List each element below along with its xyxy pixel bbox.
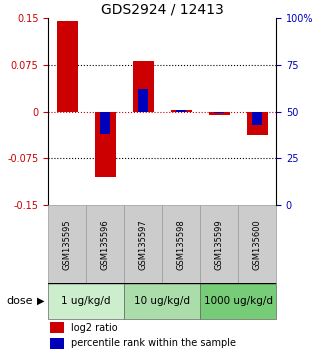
Bar bbox=[57, 21, 78, 112]
Bar bbox=[124, 205, 162, 283]
Text: dose: dose bbox=[6, 296, 33, 306]
Bar bbox=[209, 112, 230, 115]
Text: log2 ratio: log2 ratio bbox=[71, 322, 117, 332]
Text: GSM135599: GSM135599 bbox=[214, 219, 224, 270]
Bar bbox=[214, 112, 224, 113]
Text: percentile rank within the sample: percentile rank within the sample bbox=[71, 338, 236, 348]
Bar bbox=[86, 205, 124, 283]
Title: GDS2924 / 12413: GDS2924 / 12413 bbox=[101, 2, 223, 17]
Text: GSM135598: GSM135598 bbox=[177, 219, 186, 270]
Bar bbox=[138, 89, 148, 112]
Bar bbox=[252, 112, 262, 125]
Text: 1000 ug/kg/d: 1000 ug/kg/d bbox=[204, 296, 273, 306]
Bar bbox=[200, 205, 238, 283]
Text: 10 ug/kg/d: 10 ug/kg/d bbox=[134, 296, 190, 306]
Text: GSM135597: GSM135597 bbox=[139, 219, 148, 270]
Bar bbox=[176, 110, 186, 112]
Bar bbox=[171, 110, 192, 112]
Bar bbox=[100, 112, 110, 134]
Bar bbox=[48, 283, 124, 319]
Bar bbox=[200, 283, 276, 319]
Bar bbox=[50, 338, 64, 349]
Bar bbox=[124, 283, 200, 319]
Text: GSM135596: GSM135596 bbox=[100, 219, 110, 270]
Bar bbox=[50, 322, 64, 333]
Text: GSM135595: GSM135595 bbox=[63, 219, 72, 270]
Text: 1 ug/kg/d: 1 ug/kg/d bbox=[61, 296, 111, 306]
Bar bbox=[95, 112, 116, 177]
Text: GSM135600: GSM135600 bbox=[253, 219, 262, 270]
Bar bbox=[48, 205, 86, 283]
Bar bbox=[162, 205, 200, 283]
Bar bbox=[238, 205, 276, 283]
Bar bbox=[133, 62, 153, 112]
Bar bbox=[247, 112, 267, 135]
Text: ▶: ▶ bbox=[37, 296, 44, 306]
